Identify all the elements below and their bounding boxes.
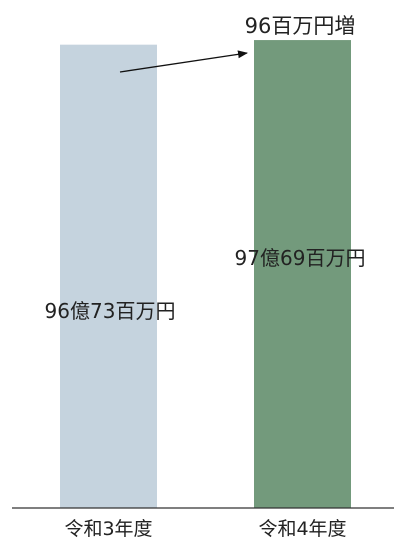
increase-arrow — [119, 50, 248, 73]
bar-1 — [60, 44, 157, 508]
bar-value-label-1: 96億73百万円 — [45, 299, 176, 323]
value-labels-group: 96億73百万円 97億69百万円 — [45, 246, 366, 323]
bars-group — [60, 40, 351, 508]
x-tick-label-2: 令和4年度 — [258, 518, 346, 540]
x-tick-labels-group: 令和3年度 令和4年度 — [64, 518, 346, 540]
bar-value-label-2: 97億69百万円 — [235, 246, 366, 270]
increase-annotation: 96百万円増 — [245, 14, 356, 38]
x-tick-label-1: 令和3年度 — [64, 518, 152, 540]
bar-2 — [254, 40, 351, 508]
